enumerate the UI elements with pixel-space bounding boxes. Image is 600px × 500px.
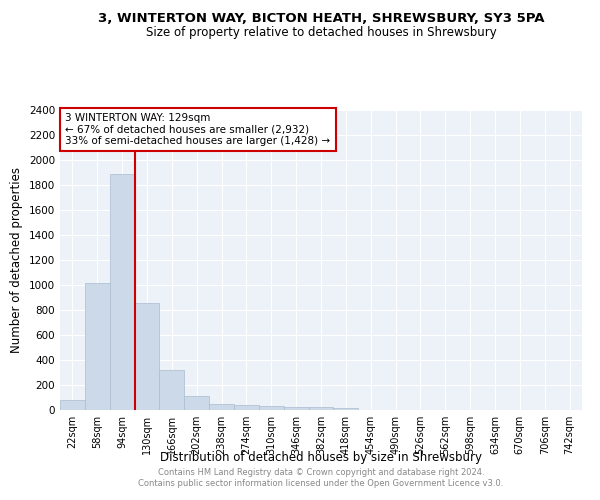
Text: Distribution of detached houses by size in Shrewsbury: Distribution of detached houses by size …	[160, 451, 482, 464]
Text: 3, WINTERTON WAY, BICTON HEATH, SHREWSBURY, SY3 5PA: 3, WINTERTON WAY, BICTON HEATH, SHREWSBU…	[98, 12, 544, 26]
Bar	[85, 282, 110, 410]
Y-axis label: Number of detached properties: Number of detached properties	[10, 167, 23, 353]
Text: 3 WINTERTON WAY: 129sqm
← 67% of detached houses are smaller (2,932)
33% of semi: 3 WINTERTON WAY: 129sqm ← 67% of detache…	[65, 113, 331, 146]
Bar	[160, 370, 184, 410]
Bar	[209, 404, 234, 410]
Bar	[334, 408, 358, 410]
Bar	[134, 302, 160, 410]
Bar	[60, 400, 85, 410]
Bar	[259, 406, 284, 410]
Bar	[184, 396, 209, 410]
Bar	[308, 407, 334, 410]
Text: Contains HM Land Registry data © Crown copyright and database right 2024.
Contai: Contains HM Land Registry data © Crown c…	[139, 468, 503, 487]
Bar	[110, 174, 134, 410]
Bar	[234, 405, 259, 410]
Bar	[284, 407, 308, 410]
Text: Size of property relative to detached houses in Shrewsbury: Size of property relative to detached ho…	[146, 26, 496, 39]
